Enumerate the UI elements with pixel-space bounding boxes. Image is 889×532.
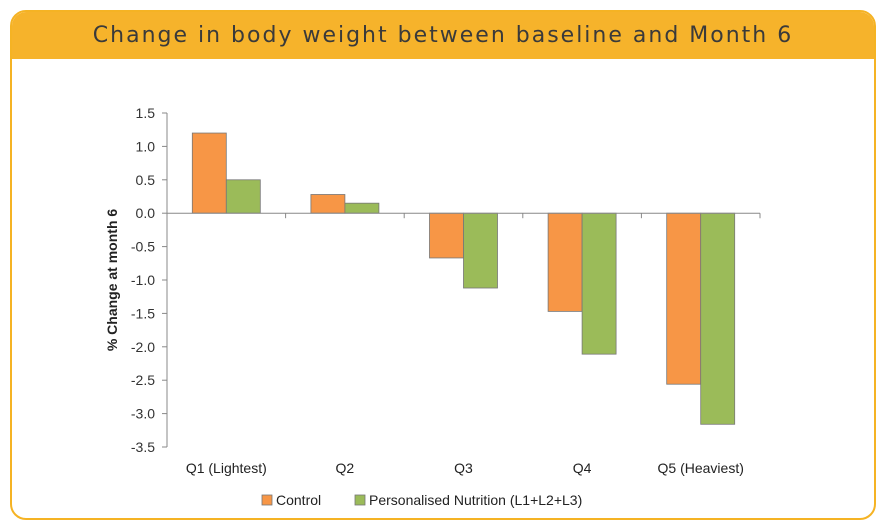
category-label: Q2 bbox=[336, 460, 355, 476]
bar-control bbox=[666, 212, 702, 385]
category-label: Q3 bbox=[454, 460, 473, 476]
y-tick-label: -0.5 bbox=[131, 239, 155, 255]
legend-label: Control bbox=[276, 492, 321, 508]
y-tick-label: -2.0 bbox=[131, 339, 155, 355]
y-tick-label: 1.0 bbox=[136, 138, 156, 154]
bar-control bbox=[310, 194, 346, 214]
category-label: Q1 (Lightest) bbox=[186, 460, 267, 476]
y-tick-label: -1.5 bbox=[131, 305, 155, 321]
category-label: Q5 (Heaviest) bbox=[658, 460, 744, 476]
bar-personalised bbox=[700, 212, 736, 425]
y-tick-label: -3.0 bbox=[131, 406, 155, 422]
bar-personalised bbox=[463, 212, 498, 289]
legend-label: Personalised Nutrition (L1+L2+L3) bbox=[369, 492, 582, 508]
legend-swatch bbox=[354, 494, 366, 506]
bar-control bbox=[429, 212, 464, 259]
title-banner: Change in body weight between baseline a… bbox=[12, 12, 874, 59]
category-label: Q4 bbox=[573, 460, 592, 476]
bar-personalised bbox=[581, 212, 617, 355]
y-axis-title: % Change at month 6 bbox=[104, 209, 120, 352]
chart-title: Change in body weight between baseline a… bbox=[92, 23, 794, 48]
bar-personalised bbox=[344, 202, 380, 214]
y-tick-label: -2.5 bbox=[131, 372, 155, 388]
bar-control bbox=[547, 212, 583, 312]
y-tick-label: 1.5 bbox=[136, 105, 156, 121]
legend-swatch bbox=[261, 494, 273, 506]
bar-personalised bbox=[225, 179, 261, 214]
y-tick-label: -3.5 bbox=[131, 439, 155, 455]
bar-control bbox=[191, 132, 227, 214]
y-tick-label: 0.5 bbox=[136, 172, 156, 188]
y-tick-label: 0.0 bbox=[136, 205, 156, 221]
y-tick-label: -1.0 bbox=[131, 272, 155, 288]
